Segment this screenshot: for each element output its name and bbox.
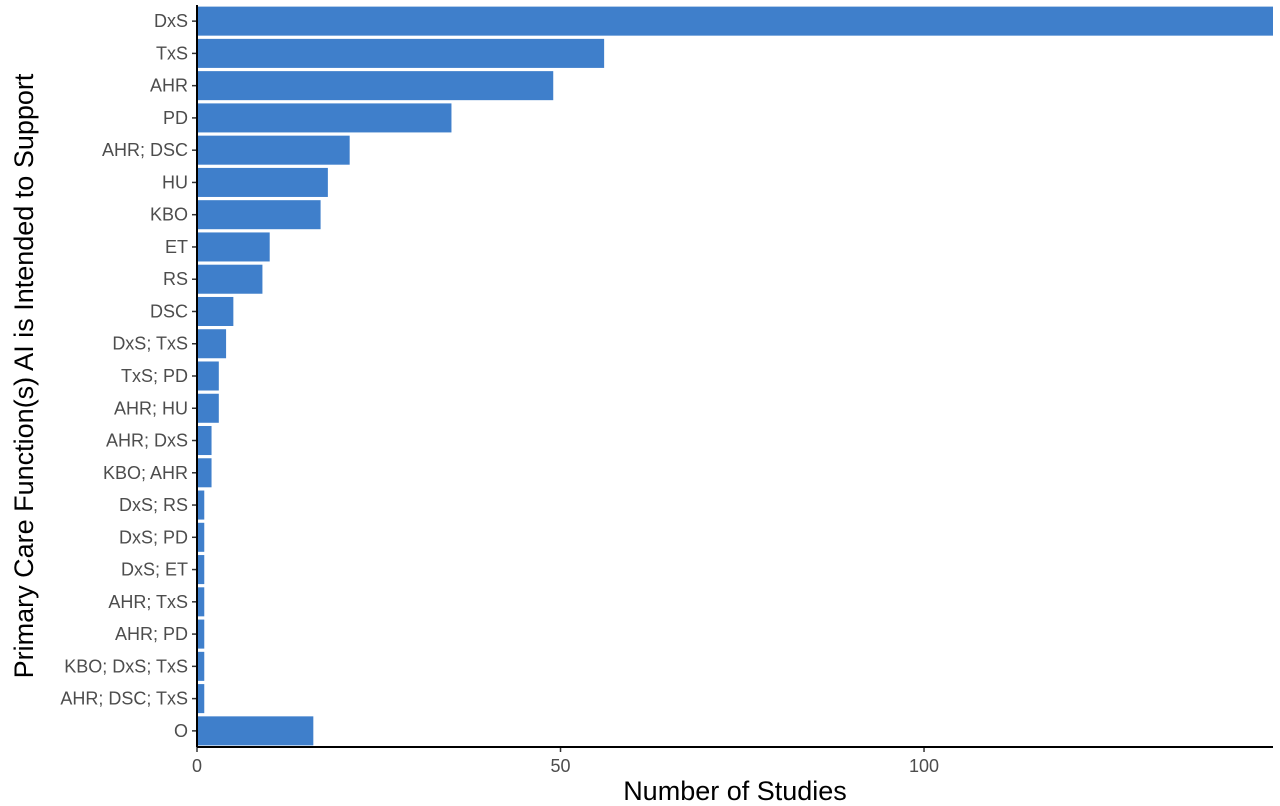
y-tick-label: AHR; DxS bbox=[106, 431, 188, 451]
bar bbox=[197, 6, 1273, 36]
x-tick-labels: 0 50 100 bbox=[192, 756, 939, 776]
y-tick-label: AHR; DSC bbox=[102, 140, 188, 160]
bar bbox=[197, 71, 554, 101]
y-tick-label: DSC bbox=[150, 301, 188, 321]
bar bbox=[197, 651, 205, 681]
bar bbox=[197, 103, 452, 133]
bar bbox=[197, 232, 270, 262]
bar bbox=[197, 587, 205, 617]
y-tick-label: KBO; DxS; TxS bbox=[64, 656, 188, 676]
bar bbox=[197, 426, 212, 456]
bar bbox=[197, 490, 205, 520]
x-axis-title: Number of Studies bbox=[623, 776, 847, 806]
y-tick-label: O bbox=[174, 721, 188, 741]
y-tick-label: KBO; AHR bbox=[103, 463, 188, 483]
y-tick-label: AHR; HU bbox=[114, 398, 188, 418]
x-tick-label: 0 bbox=[192, 756, 202, 776]
y-tick-label: ET bbox=[165, 237, 188, 257]
y-tick-label: TxS; PD bbox=[121, 366, 188, 386]
bar bbox=[197, 393, 219, 423]
y-tick-label: AHR; PD bbox=[115, 624, 188, 644]
bar bbox=[197, 684, 205, 714]
y-axis-title: Primary Care Function(s) AI is Intended … bbox=[9, 73, 39, 678]
y-tick-label: HU bbox=[162, 172, 188, 192]
y-tick-label: AHR; TxS bbox=[108, 592, 188, 612]
x-tick-label: 50 bbox=[550, 756, 570, 776]
bars-group bbox=[197, 6, 1273, 746]
bar bbox=[197, 458, 212, 488]
x-tick-label: 100 bbox=[909, 756, 939, 776]
bar bbox=[197, 264, 263, 294]
y-tick-label: PD bbox=[163, 108, 188, 128]
y-tick-label: KBO bbox=[150, 205, 188, 225]
bar bbox=[197, 619, 205, 649]
bar bbox=[197, 361, 219, 391]
bar bbox=[197, 135, 350, 165]
bar bbox=[197, 167, 328, 197]
y-tick-label: RS bbox=[163, 269, 188, 289]
y-tick-label: DxS; RS bbox=[119, 495, 188, 515]
bar bbox=[197, 296, 234, 326]
y-tick-label: TxS bbox=[156, 43, 188, 63]
y-tick-label: AHR; DSC; TxS bbox=[60, 689, 188, 709]
bar bbox=[197, 329, 227, 359]
bar bbox=[197, 200, 321, 230]
bar bbox=[197, 555, 205, 585]
y-tick-label: DxS bbox=[154, 11, 188, 31]
y-tick-label: DxS; ET bbox=[121, 560, 188, 580]
y-tick-label: DxS; TxS bbox=[112, 334, 188, 354]
y-tick-labels: DxS TxS AHR PD AHR; DSC HU KBO ET RS DSC DxS; TxS T… bbox=[60, 11, 188, 741]
y-tick-label: AHR bbox=[150, 76, 188, 96]
bar bbox=[197, 38, 605, 68]
y-tick-label: DxS; PD bbox=[119, 527, 188, 547]
bar bbox=[197, 522, 205, 552]
bar bbox=[197, 716, 314, 746]
